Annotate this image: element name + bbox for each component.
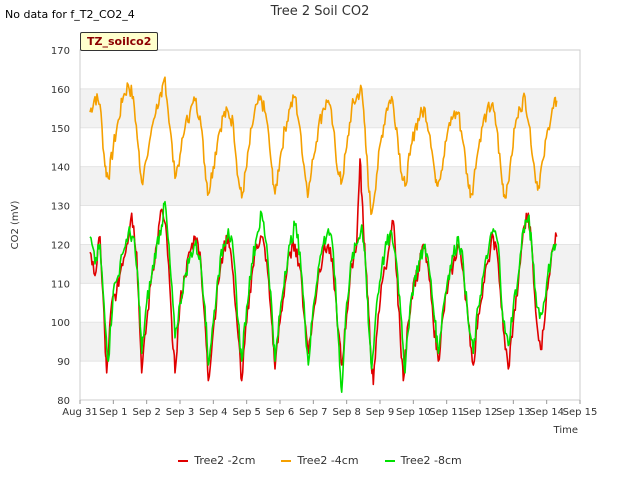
chart-legend: Tree2 -2cm Tree2 -4cm Tree2 -8cm — [0, 454, 640, 467]
chart-title: Tree 2 Soil CO2 — [270, 4, 370, 19]
grid-band — [80, 322, 580, 362]
x-tick-label: Sep 9 — [366, 407, 394, 418]
x-tick-label: Sep 15 — [563, 407, 598, 418]
y-tick-label: 80 — [57, 396, 70, 407]
x-tick-label: Sep 12 — [463, 407, 498, 418]
x-tick-label: Sep 6 — [266, 407, 294, 418]
legend-swatch-2cm — [178, 459, 189, 462]
legend-swatch-8cm — [384, 459, 395, 462]
y-tick-label: 170 — [51, 46, 70, 57]
x-axis-label: Time — [553, 425, 578, 436]
y-tick-label: 150 — [51, 124, 70, 135]
series-lines — [89, 76, 558, 394]
y-tick-label: 110 — [51, 279, 70, 290]
series-line-tree2-2cm — [89, 158, 558, 386]
x-tick-label: Sep 10 — [396, 407, 431, 418]
plot-frame — [79, 49, 581, 401]
y-axis-label: CO2 (mV) — [10, 201, 21, 250]
legend-label-4cm: Tree2 -4cm — [297, 454, 359, 467]
x-tick-label: Sep 13 — [496, 407, 531, 418]
x-tick-label: Sep 8 — [332, 407, 360, 418]
x-tick-label: Sep 4 — [199, 407, 227, 418]
y-tick-label: 120 — [51, 240, 70, 251]
x-tick-label: Aug 31 — [62, 407, 97, 418]
site-badge: TZ_soilco2 — [80, 32, 159, 51]
x-tick-label: Sep 3 — [166, 407, 194, 418]
x-tick-label: Sep 1 — [99, 407, 127, 418]
background-bands — [80, 49, 580, 401]
no-data-message: No data for f_T2_CO2_4 — [5, 8, 135, 21]
y-tick-label: 100 — [51, 318, 70, 329]
legend-item-2cm: Tree2 -2cm — [178, 454, 255, 467]
legend-label-8cm: Tree2 -8cm — [400, 454, 462, 467]
legend-label-2cm: Tree2 -2cm — [194, 454, 256, 467]
y-tick-label: 140 — [51, 163, 70, 174]
y-tick-label: 90 — [57, 357, 70, 368]
x-tick-label: Sep 7 — [299, 407, 327, 418]
series-line-tree2-8cm — [89, 200, 557, 394]
legend-swatch-4cm — [281, 459, 292, 462]
y-tick-label: 130 — [51, 202, 70, 213]
series-line-tree2-4cm — [89, 76, 558, 216]
x-axis-ticks: Aug 31 Sep 1 Sep 2 Sep 3 Sep 4 Sep 5 Sep 6 Sep … — [62, 400, 597, 418]
x-tick-label: Sep 11 — [429, 407, 464, 418]
legend-item-8cm: Tree2 -8cm — [384, 454, 462, 467]
grid-band — [80, 88, 580, 128]
x-tick-label: Sep 5 — [232, 407, 260, 418]
y-tick-label: 160 — [51, 85, 70, 96]
grid-band — [80, 166, 580, 206]
legend-item-4cm: Tree2 -4cm — [281, 454, 359, 467]
x-tick-label: Sep 2 — [132, 407, 160, 418]
x-tick-label: Sep 14 — [529, 407, 564, 418]
y-axis-ticks: 80 90 100 110 120 130 140 150 160 170 — [51, 46, 70, 407]
